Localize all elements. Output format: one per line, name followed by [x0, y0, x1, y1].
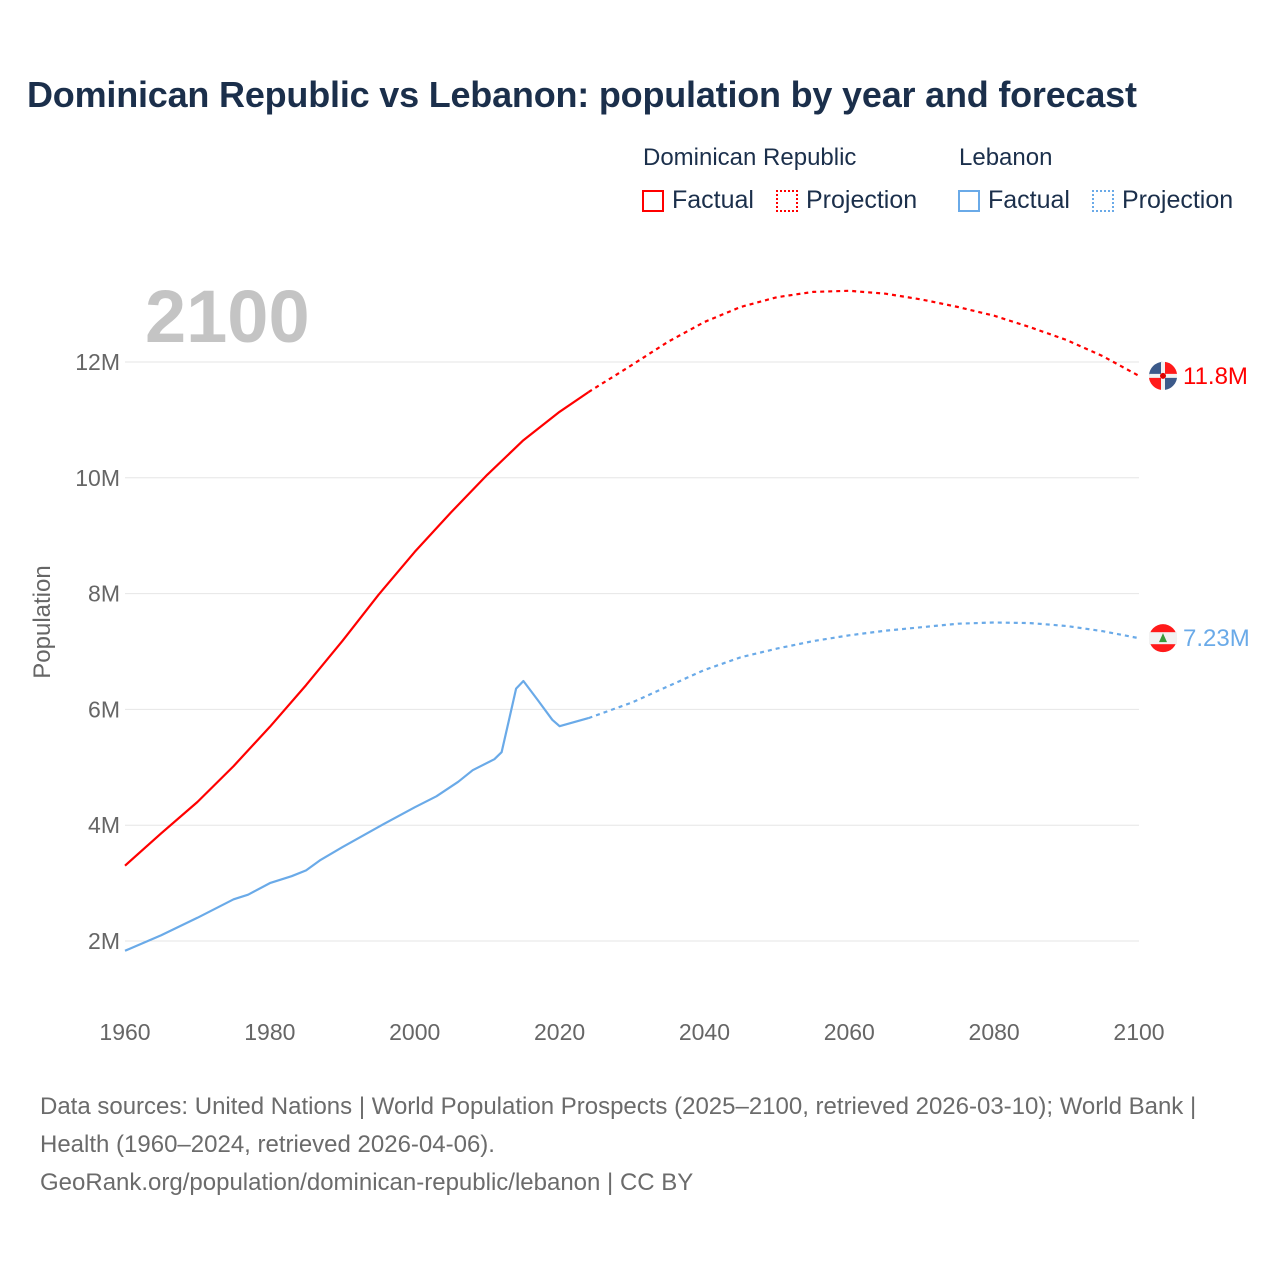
legend-group-dominican-republic: Dominican Republic	[643, 144, 857, 171]
dominican-republic-flag-icon	[1149, 361, 1177, 390]
x-tick-label: 2000	[389, 1019, 440, 1045]
x-tick-label: 2060	[824, 1019, 875, 1045]
y-tick-label: 2M	[88, 928, 120, 954]
x-tick-label: 1980	[244, 1019, 295, 1045]
flag-quadrant	[1149, 377, 1161, 390]
lebanon-projection-line	[588, 621, 1140, 720]
footer: Data sources: United Nations | World Pop…	[40, 1088, 1240, 1202]
x-tick-label: 2040	[679, 1019, 730, 1045]
y-axis-label: Population	[29, 565, 56, 678]
flag-quadrant	[1165, 377, 1177, 390]
lebanon-flag-icon	[1149, 624, 1177, 653]
x-tick-label: 2020	[534, 1019, 585, 1045]
flag-quadrant	[1149, 361, 1163, 376]
legend-swatch-dotted-icon	[776, 189, 798, 212]
flag-emblem	[1160, 372, 1166, 379]
year-watermark: 2100	[145, 275, 310, 358]
legend-lb-projection[interactable]: Projection	[1092, 186, 1233, 215]
lebanon-factual-line	[124, 679, 589, 952]
legend-label: Factual	[672, 186, 754, 214]
data-sources-text: Data sources: United Nations | World Pop…	[40, 1093, 1197, 1158]
y-tick-label: 12M	[75, 349, 120, 375]
legend-swatch-solid-icon	[958, 189, 980, 212]
y-tick-label: 8M	[88, 581, 120, 607]
dominican-republic-factual-line	[124, 391, 590, 867]
legend-swatch-solid-icon	[642, 189, 664, 212]
legend-lb-factual[interactable]: Factual	[958, 186, 1070, 215]
chart-title: Dominican Republic vs Lebanon: populatio…	[27, 74, 1137, 115]
x-tick-label: 2080	[969, 1019, 1020, 1045]
legend-label: Factual	[988, 186, 1070, 214]
y-tick-label: 6M	[88, 696, 120, 722]
legend-label: Projection	[1122, 186, 1234, 214]
flag-cedar	[1159, 633, 1167, 643]
x-tick-label: 1960	[99, 1019, 150, 1045]
dominican-republic-projection-line	[587, 289, 1140, 394]
y-tick-label: 4M	[88, 812, 120, 838]
dominican-republic-end-label: 11.8M	[1183, 363, 1248, 390]
flag-quadrant	[1165, 361, 1177, 374]
y-tick-label: 10M	[75, 465, 120, 491]
legend-swatch-dotted-icon	[1092, 189, 1114, 212]
source-link[interactable]: GeoRank.org/population/dominican-republi…	[40, 1169, 694, 1196]
x-tick-label: 2100	[1113, 1019, 1164, 1045]
legend-dr-projection[interactable]: Projection	[776, 186, 917, 215]
legend-group-lebanon: Lebanon	[959, 144, 1053, 171]
lebanon-end-label: 7.23M	[1183, 625, 1250, 652]
legend-dr-factual[interactable]: Factual	[642, 186, 754, 215]
legend-label: Projection	[806, 186, 918, 214]
